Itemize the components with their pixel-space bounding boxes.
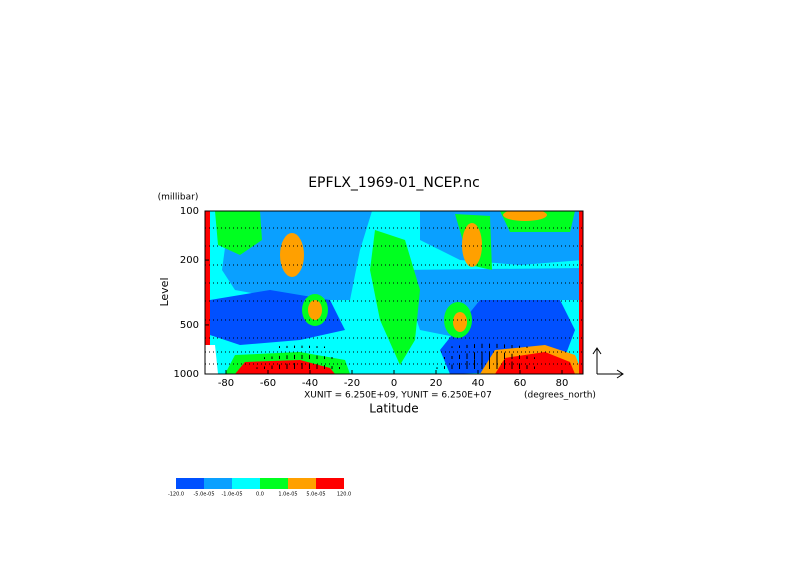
level-lines [205,227,583,365]
contour-region [579,211,583,374]
contour-region [308,300,322,320]
x-unit: (degrees_north) [524,391,596,401]
colorbar-label: 5.0e-05 [306,492,325,498]
colorbar-box [316,478,344,489]
colorbar-label: 0.0 [256,492,264,498]
colorbar-label: -5.0e-05 [194,492,215,498]
x-tick-label: 80 [556,378,569,389]
contour-region [495,352,575,374]
colorbar-label: -1.0e-05 [222,492,243,498]
x-axis-label: Latitude [369,402,418,416]
x-tick-label: 0 [391,378,397,389]
colorbar-box [288,478,316,489]
colorbar-box [204,478,232,489]
x-tick-label: 20 [430,378,443,389]
contour-region [503,211,547,221]
x-tick-label: -60 [260,378,276,389]
contour-region [205,211,210,374]
reference-vector [616,369,624,379]
contour-region [462,223,482,267]
contour-region [370,230,420,365]
x-tick-label: 40 [472,378,485,389]
colorbar-box [176,478,204,489]
chart-title: EPFLX_1969-01_NCEP.nc [308,175,480,191]
contour-region [280,233,304,277]
y-tick-label: 500 [180,320,199,331]
missing-data [205,345,218,374]
colorbar-box [260,478,288,489]
contour-region [215,211,262,255]
x-tick-label: 60 [514,378,527,389]
y-tick-label: 1000 [174,369,199,380]
x-tick-label: -40 [302,378,318,389]
colorbar-label: 120.0 [337,492,351,498]
y-tick-label: 200 [180,255,199,266]
colorbar-box [232,478,260,489]
y-unit: (millibar) [158,193,199,203]
contour-field [205,211,583,374]
y-axis-label: Level [158,277,171,306]
colorbar-label: 1.0e-05 [278,492,297,498]
y-tick-label: 100 [180,206,199,217]
contour-region [453,312,467,332]
annotation: XUNIT = 6.250E+09, YUNIT = 6.250E+07 [304,391,492,401]
colorbar-label: -120.0 [168,492,184,498]
x-tick-label: -20 [344,378,360,389]
reference-vector [592,347,602,355]
x-tick-label: -80 [218,378,234,389]
flux-vectors [256,343,535,369]
